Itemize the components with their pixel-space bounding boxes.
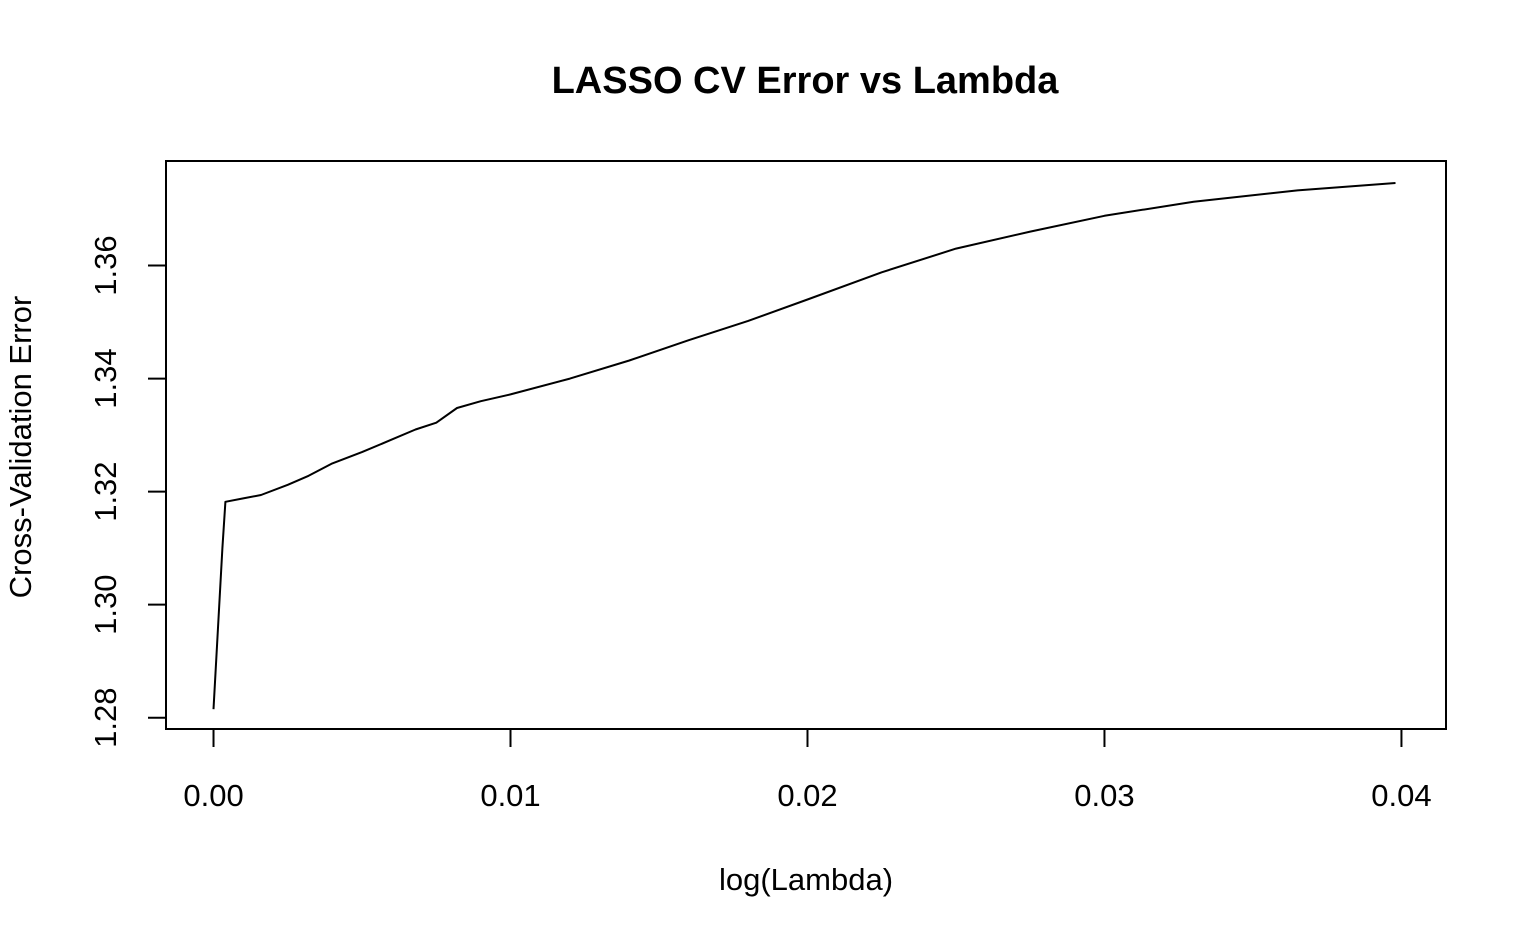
y-tick-label: 1.32 <box>88 461 123 521</box>
y-tick-label: 1.30 <box>88 574 123 634</box>
x-axis-label: log(Lambda) <box>719 862 893 897</box>
y-tick-label: 1.34 <box>88 348 123 408</box>
cv-error-line <box>212 182 1396 710</box>
y-axis-label: Cross-Validation Error <box>3 296 38 599</box>
plot-frame <box>165 160 1447 730</box>
x-tick-label: 0.00 <box>183 778 243 813</box>
y-axis: 1.28 1.30 1.32 1.34 1.36 <box>88 235 167 748</box>
x-tick-label: 0.04 <box>1371 778 1431 813</box>
chart-title: LASSO CV Error vs Lambda <box>552 60 1060 102</box>
y-tick-label: 1.28 <box>88 688 123 748</box>
x-tick-label: 0.02 <box>777 778 837 813</box>
x-tick-label: 0.01 <box>480 778 540 813</box>
y-tick-label: 1.36 <box>88 235 123 295</box>
x-tick-label: 0.03 <box>1074 778 1134 813</box>
x-axis: 0.00 0.01 0.02 0.03 0.04 <box>183 728 1432 813</box>
